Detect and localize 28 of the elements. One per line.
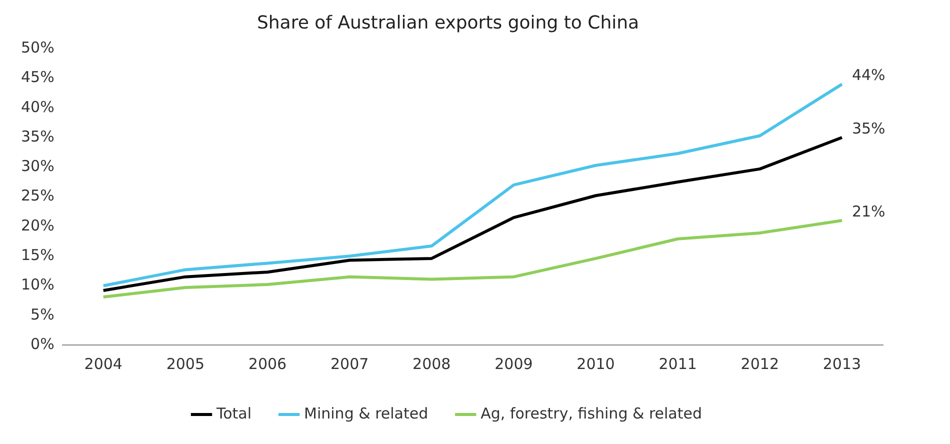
data-label: 44% (852, 66, 886, 84)
y-tick-label: 5% (30, 305, 54, 324)
legend-label: Ag, forestry, fishing & related (480, 404, 702, 422)
y-tick-label: 35% (20, 127, 54, 146)
x-tick-label: 2009 (494, 354, 533, 373)
y-tick-label: 20% (20, 216, 54, 234)
y-tick-label: 40% (20, 98, 54, 116)
x-tick-label: 2011 (658, 354, 697, 373)
y-tick-label: 50% (20, 38, 54, 56)
chart-title: Share of Australian exports going to China (256, 12, 640, 34)
x-tick-label: 2007 (330, 354, 369, 373)
x-tick-label: 2004 (84, 354, 122, 373)
x-tick-label: 2013 (822, 354, 862, 373)
y-tick-label: 25% (20, 186, 54, 205)
x-tick-label: 2012 (740, 354, 779, 373)
x-tick-label: 2010 (576, 354, 615, 373)
x-tick-label: 2006 (248, 354, 287, 373)
y-tick-label: 0% (30, 334, 54, 353)
y-tick-label: 30% (20, 157, 54, 176)
y-tick-label: 10% (20, 276, 54, 294)
x-tick-label: 2005 (166, 354, 205, 373)
y-tick-label: 15% (20, 246, 54, 264)
data-label: 35% (852, 119, 886, 138)
y-tick-label: 45% (20, 68, 54, 86)
legend-label: Total (215, 404, 252, 422)
data-label: 21% (852, 202, 886, 220)
x-tick-label: 2008 (412, 354, 451, 373)
legend-label: Mining & related (304, 404, 428, 422)
